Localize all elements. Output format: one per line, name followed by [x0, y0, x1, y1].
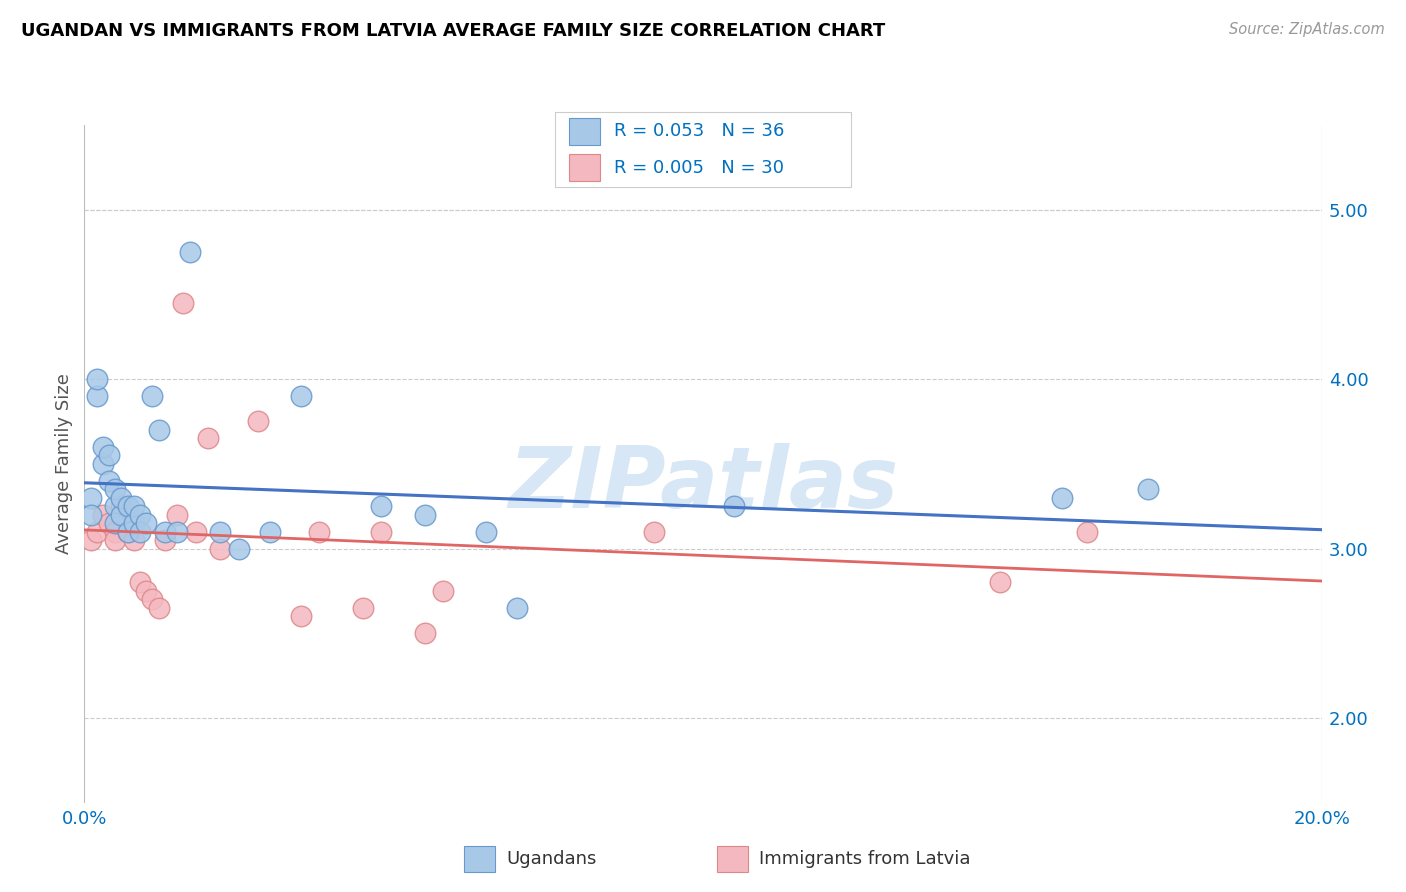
Point: [110, 508, 132, 522]
Point: [79, 491, 101, 505]
Point: [148, 423, 170, 437]
Point: [643, 524, 665, 539]
Point: [228, 541, 250, 556]
Point: [1050, 491, 1073, 505]
Point: [209, 524, 232, 539]
Point: [117, 500, 139, 514]
Point: [370, 500, 392, 514]
Point: [153, 533, 176, 548]
Point: [122, 500, 145, 514]
Point: [1076, 524, 1098, 539]
Point: [104, 516, 127, 530]
Point: [98, 449, 121, 463]
Point: [246, 415, 269, 429]
Point: [988, 575, 1011, 590]
Point: [110, 500, 132, 514]
Point: [86, 389, 108, 403]
Point: [104, 482, 127, 496]
Point: [129, 575, 152, 590]
Point: [79, 533, 101, 548]
Point: [117, 524, 139, 539]
Point: [209, 541, 232, 556]
Point: [141, 592, 163, 607]
Point: [1137, 482, 1160, 496]
Point: [129, 508, 152, 522]
Point: [129, 524, 152, 539]
Point: [104, 524, 127, 539]
Point: [153, 524, 176, 539]
Point: [166, 524, 188, 539]
Point: [506, 601, 529, 615]
Point: [104, 500, 127, 514]
Text: R = 0.005   N = 30: R = 0.005 N = 30: [614, 159, 785, 177]
Point: [110, 491, 132, 505]
Point: [432, 584, 454, 599]
Point: [370, 524, 392, 539]
Point: [141, 389, 163, 403]
Point: [723, 500, 745, 514]
Text: ZIPatlas: ZIPatlas: [508, 442, 898, 525]
Point: [413, 626, 436, 640]
Point: [91, 440, 114, 454]
Point: [352, 601, 374, 615]
Point: [184, 524, 207, 539]
Text: UGANDAN VS IMMIGRANTS FROM LATVIA AVERAGE FAMILY SIZE CORRELATION CHART: UGANDAN VS IMMIGRANTS FROM LATVIA AVERAG…: [21, 22, 886, 40]
Text: Immigrants from Latvia: Immigrants from Latvia: [759, 850, 970, 868]
Point: [122, 516, 145, 530]
Point: [290, 389, 312, 403]
Point: [104, 533, 127, 548]
Point: [172, 296, 194, 310]
Text: R = 0.053   N = 36: R = 0.053 N = 36: [614, 122, 785, 140]
Point: [413, 508, 436, 522]
Text: Source: ZipAtlas.com: Source: ZipAtlas.com: [1229, 22, 1385, 37]
Point: [197, 432, 219, 446]
Point: [91, 508, 114, 522]
Text: Ugandans: Ugandans: [506, 850, 596, 868]
Point: [135, 516, 157, 530]
Point: [79, 508, 101, 522]
Point: [86, 372, 108, 386]
Point: [122, 533, 145, 548]
Point: [135, 584, 157, 599]
Point: [86, 524, 108, 539]
Point: [290, 609, 312, 624]
Point: [166, 508, 188, 522]
Point: [117, 524, 139, 539]
Point: [98, 516, 121, 530]
Point: [91, 457, 114, 471]
Point: [98, 474, 121, 488]
Point: [179, 244, 201, 259]
Point: [148, 601, 170, 615]
Y-axis label: Average Family Size: Average Family Size: [55, 374, 73, 554]
Point: [117, 524, 139, 539]
Point: [308, 524, 330, 539]
Point: [475, 524, 498, 539]
Point: [259, 524, 281, 539]
